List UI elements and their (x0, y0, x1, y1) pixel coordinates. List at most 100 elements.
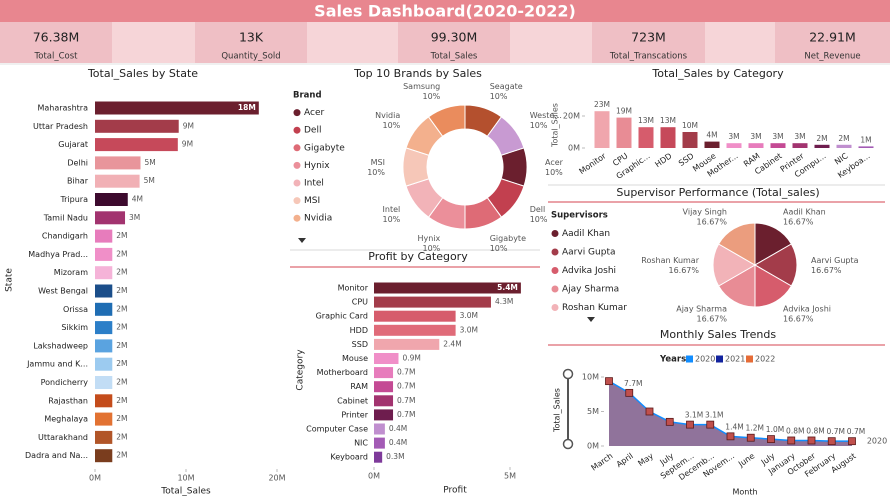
bar (770, 143, 786, 148)
legend-label: 2021 (725, 355, 745, 364)
slice-label: Samsung 10% (403, 81, 441, 100)
y-tick-label: Uttar Pradesh (33, 122, 88, 131)
data-label: 0.7M (827, 427, 845, 436)
marker (767, 435, 775, 444)
scroll-arrow[interactable] (298, 238, 306, 243)
bar (374, 338, 440, 350)
bar (95, 138, 178, 152)
slice-name: Aadil Khan (783, 207, 826, 216)
slice-name: Aarvi Gupta (811, 256, 859, 265)
marker (605, 377, 613, 386)
data-label: 19M (616, 107, 632, 116)
header-bar (0, 0, 890, 22)
slice-value: 10% (530, 120, 548, 129)
data-label: 18M (238, 103, 256, 112)
scroll-arrow[interactable] (587, 317, 595, 322)
data-label: 2M (116, 249, 127, 258)
y-tick-label: Jammu and K... (26, 360, 88, 369)
slice-name: Weste... (530, 110, 562, 119)
marker (665, 417, 674, 426)
y-tick-label: 0M (587, 442, 599, 451)
kpi-label: Total_Transcations (609, 52, 688, 62)
y-tick-label: Cabinet (337, 396, 368, 405)
bar (374, 395, 394, 407)
kpi-card (0, 22, 112, 63)
data-label: 0.8M (806, 426, 824, 435)
chart-title: Top 10 Brands by Sales (353, 67, 482, 80)
slice-value: 16.67% (668, 266, 699, 275)
y-tick-label: CPU (352, 298, 368, 307)
marker (848, 437, 856, 446)
bar (95, 302, 113, 316)
data-label: 13M (638, 116, 654, 125)
x-tick-label: 10M (177, 474, 194, 483)
y-tick-label: 5M (587, 407, 599, 416)
data-label: 3M (728, 132, 739, 141)
x-tick-label: 5M (504, 472, 516, 481)
y-tick-label: Uttarakhand (38, 433, 88, 442)
data-label: 2M (116, 451, 127, 460)
legend-label: 2020 (695, 355, 715, 364)
slider-handle[interactable] (562, 368, 574, 380)
legend-label: Hynix (304, 161, 330, 171)
x-tick-label: March (589, 451, 614, 472)
bar (814, 144, 830, 148)
data-label: 0.7M (397, 410, 415, 419)
x-tick-label: 20M (268, 474, 285, 483)
bar (95, 430, 113, 444)
slice-value: 16.67% (696, 314, 727, 323)
slice-value: 16.67% (783, 217, 814, 226)
kpi-label: Net_Revenue (804, 52, 860, 62)
x-tick-label: 0M (89, 474, 101, 483)
bar (95, 357, 113, 371)
data-label: 0.4M (389, 438, 407, 447)
chart-title: Profit by Category (368, 250, 468, 263)
legend-marker (293, 109, 301, 117)
slice-name: Ajay Sharma (676, 304, 727, 313)
kpi-value: 76.38M (33, 30, 80, 45)
data-label: 10M (682, 121, 698, 130)
slice-label: Roshan Kumar 16.67% (641, 256, 699, 275)
bar (374, 437, 385, 449)
x-tick-label: HDD (653, 151, 673, 169)
x-axis-label: Total_Sales (160, 487, 211, 497)
x-tick-label: Monitor (577, 151, 608, 176)
slice-name: Hynix (417, 234, 440, 243)
data-label: 2M (116, 268, 127, 277)
legend-label: 2022 (755, 355, 775, 364)
slice-name: Advika Joshi (783, 304, 831, 313)
x-tick-label: May (636, 451, 655, 468)
legend-label: Gigabyte (304, 143, 345, 153)
legend-marker (551, 304, 559, 311)
data-label: 3.1M (705, 411, 723, 420)
data-label: 4M (706, 131, 717, 140)
slice-name: Roshan Kumar (641, 256, 699, 265)
slice-value: 16.67% (811, 266, 842, 275)
slice-label: Weste... 10% (530, 110, 562, 129)
marker (625, 388, 634, 397)
data-label: 2.4M (443, 339, 461, 348)
slice-value: 10% (490, 244, 508, 253)
legend-label: Aarvi Gupta (562, 248, 616, 258)
slider-handle[interactable] (562, 438, 574, 450)
data-label: 3M (129, 213, 140, 222)
data-label: 1.0M (766, 425, 784, 434)
bar (95, 211, 126, 225)
bar (374, 282, 521, 294)
legend-title: Brand (293, 91, 322, 101)
data-label: 0.7M (397, 382, 415, 391)
slice-label: Ajay Sharma 16.67% (676, 304, 727, 323)
kpi-label: Quantity_Sold (221, 52, 280, 62)
data-label: 2M (116, 396, 127, 405)
kpi-value: 22.91M (809, 30, 856, 45)
slice-value: 10% (530, 215, 548, 224)
slice-value: 10% (545, 168, 563, 177)
bar (95, 174, 140, 188)
bar (95, 376, 113, 389)
bar (95, 247, 113, 261)
slice-label: Aarvi Gupta 16.67% (811, 256, 859, 275)
marker (686, 420, 694, 429)
y-tick-label: Mizoram (54, 268, 88, 277)
y-tick-label: Tripura (59, 195, 88, 204)
data-label: 2M (116, 378, 127, 387)
